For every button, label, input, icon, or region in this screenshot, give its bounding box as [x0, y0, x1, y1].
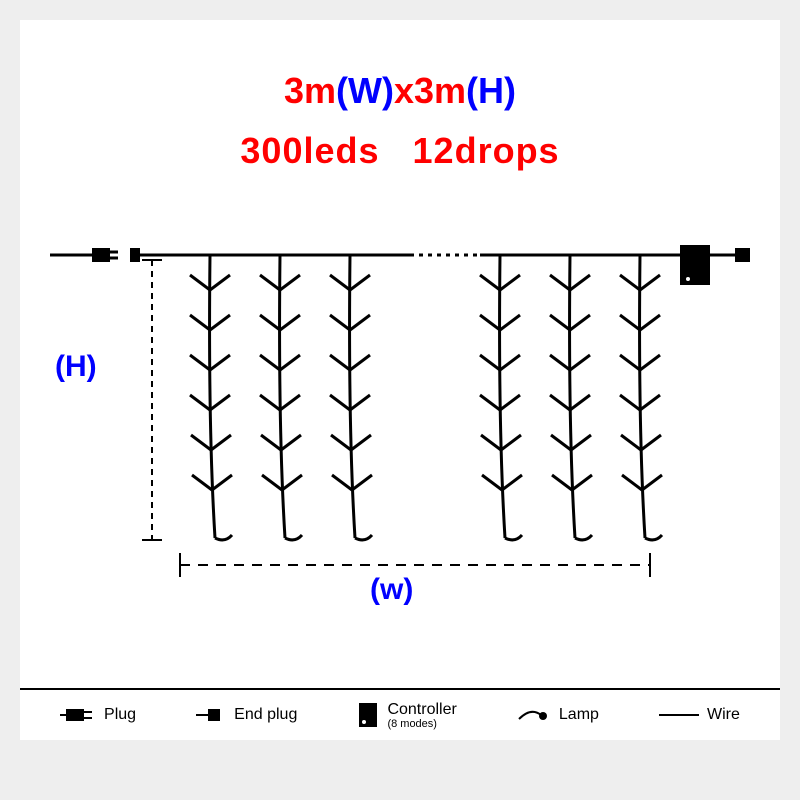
diagram-svg — [50, 225, 750, 625]
product-diagram-canvas: 3m(W)x3m(H) 300leds 12drops — [20, 20, 780, 740]
legend-end-plug: End plug — [196, 705, 297, 725]
end-plug-icon — [196, 705, 226, 725]
times-symbol: x — [394, 70, 414, 111]
specs-subtitle: 300leds 12drops — [20, 130, 780, 172]
legend-end-plug-label: End plug — [234, 706, 297, 724]
legend-controller-sub: (8 modes) — [387, 719, 456, 730]
height-paren: (H) — [466, 70, 516, 111]
height-value: 3m — [414, 70, 466, 111]
legend-controller: Controller (8 modes) — [357, 701, 456, 730]
legend-controller-label: Controller — [387, 701, 456, 718]
plug-icon — [60, 705, 96, 725]
legend-bar: Plug End plug Controller (8 modes) — [20, 688, 780, 740]
dimensions-title: 3m(W)x3m(H) — [20, 20, 780, 112]
legend-plug: Plug — [60, 705, 136, 725]
controller-icon — [357, 701, 379, 729]
legend-wire: Wire — [659, 706, 740, 724]
legend-lamp: Lamp — [517, 705, 599, 725]
legend-wire-label: Wire — [707, 706, 740, 724]
led-count: 300leds — [240, 130, 379, 171]
drop-count: 12drops — [413, 130, 560, 171]
wire-icon — [659, 710, 699, 720]
height-axis-label: (H) — [55, 350, 97, 384]
width-value: 3m — [284, 70, 336, 111]
lamp-icon — [517, 705, 551, 725]
legend-plug-label: Plug — [104, 706, 136, 724]
width-paren: (W) — [336, 70, 394, 111]
legend-lamp-label: Lamp — [559, 706, 599, 724]
wiring-diagram: (H) (w) — [50, 225, 750, 605]
width-axis-label: (w) — [370, 573, 413, 607]
